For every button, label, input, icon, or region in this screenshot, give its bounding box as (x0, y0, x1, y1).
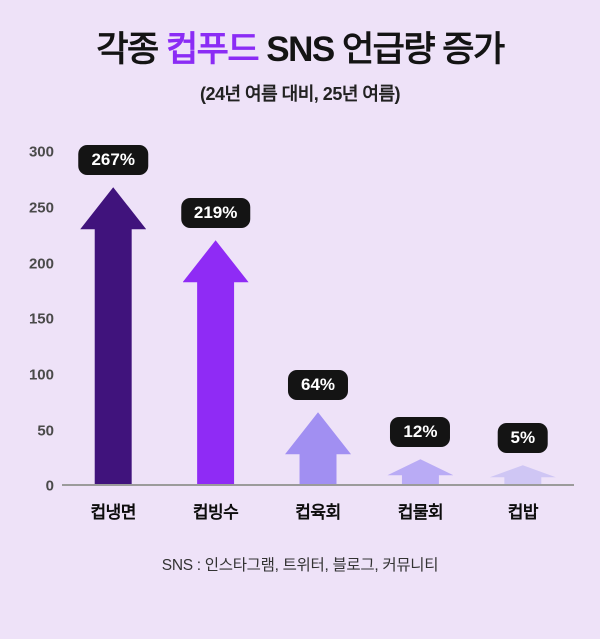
y-tick-label: 250 (28, 199, 54, 217)
arrow-bar (182, 240, 249, 485)
y-tick-label: 0 (45, 477, 54, 495)
value-label: 12% (390, 417, 451, 448)
category-label: 컵빙수 (192, 503, 239, 523)
title-prefix: 각종 (96, 30, 166, 69)
category-label: 컵밥 (507, 503, 539, 523)
chart-row: 0 50 100 150 200 250 300 267% 219% 64% 12% 5% (20, 144, 574, 495)
bar-column: 64% (267, 150, 369, 485)
bar-column: 12% (369, 150, 471, 485)
category-label: 컵육회 (295, 503, 341, 523)
chart-subtitle: (24년 여름 대비, 25년 여름) (199, 84, 401, 105)
arrow-bar (489, 465, 556, 485)
footer-note: SNS : 인스타그램, 트위터, 블로그, 커뮤니티 (161, 557, 439, 575)
chart-area: 0 50 100 150 200 250 300 267% 219% 64% 12% 5% 컵냉면 컵… (20, 144, 574, 523)
y-tick-label: 100 (28, 366, 54, 384)
plot-area: 267% 219% 64% 12% 5% (62, 145, 574, 487)
category-labels: 컵냉면 컵빙수 컵육회 컵물회 컵밥 (62, 486, 574, 523)
bar-column: 219% (164, 150, 266, 485)
value-label: 267% (78, 145, 148, 176)
arrow-bar (285, 412, 352, 485)
y-axis: 0 50 100 150 200 250 300 (20, 144, 62, 495)
y-tick-label: 50 (37, 422, 54, 440)
bar-column: 5% (472, 150, 574, 485)
y-tick-label: 200 (28, 255, 54, 273)
title-highlight: 컵푸드 (165, 30, 260, 69)
chart-header: 각종 컵푸드 SNS 언급량 증가 (24년 여름 대비, 25년 여름) (0, 0, 600, 106)
value-label: 64% (288, 370, 349, 401)
category-label: 컵물회 (397, 503, 444, 523)
y-tick-label: 300 (28, 143, 54, 161)
y-tick-label: 150 (28, 310, 54, 328)
arrow-bar (80, 187, 147, 485)
title-suffix: SNS 언급량 증가 (258, 30, 505, 69)
category-label: 컵냉면 (90, 503, 136, 523)
value-label: 5% (497, 423, 549, 454)
value-label: 219% (180, 198, 251, 229)
arrow-bar (387, 459, 454, 485)
page-title: 각종 컵푸드 SNS 언급량 증가 (0, 30, 600, 70)
bar-column: 267% (62, 145, 164, 485)
